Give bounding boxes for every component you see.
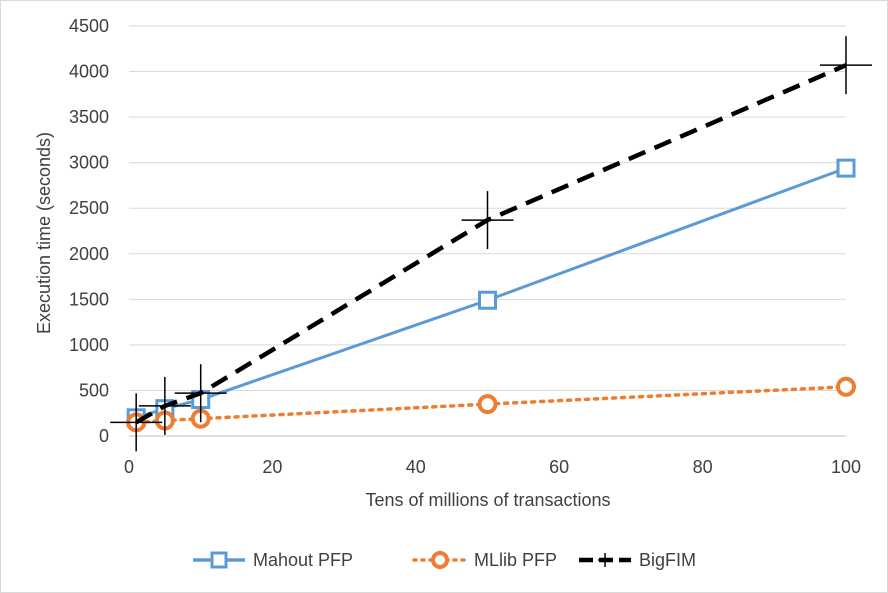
data-point (478, 290, 497, 310)
legend: Mahout PFP MLlib PFP BigFIM (193, 550, 696, 570)
data-point (836, 376, 856, 397)
y-tick-label: 4000 (69, 62, 109, 82)
series-line (135, 63, 847, 425)
x-tick-label: 40 (406, 457, 426, 477)
axes: 0 500 1000 1500 2000 2500 3000 3500 4000 4500 0 20 4… (69, 16, 861, 477)
legend-label: MLlib PFP (474, 550, 557, 570)
data-point (174, 364, 227, 423)
y-tick-label: 2500 (69, 198, 109, 218)
legend-marker (598, 553, 612, 567)
series-bigfim (110, 36, 872, 452)
y-tick-label: 2000 (69, 244, 109, 264)
y-tick-label: 3000 (69, 153, 109, 173)
x-tick-label: 60 (549, 457, 569, 477)
legend-marker (431, 551, 449, 569)
x-axis-title: Tens of millions of transactions (365, 490, 610, 510)
y-tick-label: 3500 (69, 107, 109, 127)
data-point (138, 376, 191, 435)
y-tick-label: 0 (99, 426, 109, 446)
y-axis-title: Execution time (seconds) (34, 132, 54, 334)
data-point (477, 394, 498, 415)
y-tick-label: 500 (79, 380, 109, 400)
series-mahout-pfp (126, 158, 856, 428)
plot-area (110, 36, 872, 452)
data-point (110, 393, 163, 452)
data-point (820, 36, 872, 95)
data-point (836, 158, 856, 178)
x-tick-label: 80 (693, 457, 713, 477)
x-tick-label: 20 (262, 457, 282, 477)
legend-marker (210, 551, 228, 569)
x-tick-label: 0 (124, 457, 134, 477)
y-tick-label: 1500 (69, 289, 109, 309)
legend-item: Mahout PFP (193, 550, 353, 570)
legend-label: Mahout PFP (253, 550, 353, 570)
legend-item: BigFIM (579, 550, 696, 570)
y-tick-label: 1000 (69, 335, 109, 355)
data-point (461, 191, 514, 250)
x-tick-label: 100 (831, 457, 861, 477)
legend-label: BigFIM (639, 550, 696, 570)
legend-item: MLlib PFP (412, 550, 557, 570)
y-tick-label: 4500 (69, 16, 109, 36)
